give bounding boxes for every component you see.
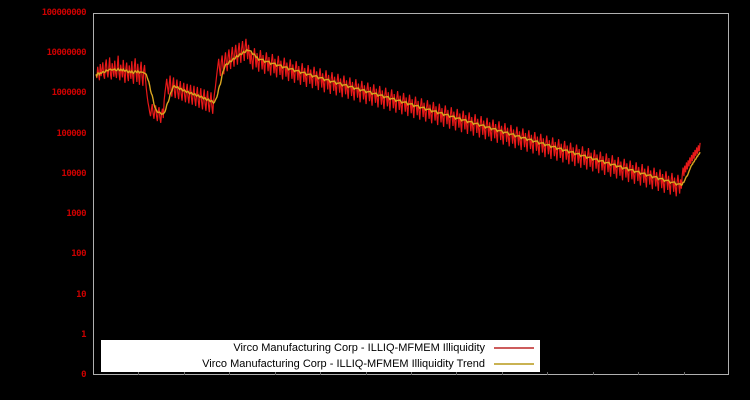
plot-area [93,13,729,375]
x-axis-tick [592,372,594,375]
series-line-illiquidity-trend [95,48,701,187]
y-tick-label: 10 [76,289,86,300]
y-tick-label: 100000000 [41,8,87,18]
x-axis-tick [183,372,185,375]
x-axis-tick [274,372,276,375]
x-axis-tick [411,372,412,375]
y-tick-label: 10000000 [46,48,87,59]
y-tick-label: 100 [71,249,86,260]
y-tick-label: 10000 [61,168,86,179]
y-tick-label: 100000 [56,128,86,139]
legend-swatch-illiquidity [494,347,534,349]
x-axis-tick [229,372,231,375]
legend-label-illiquidity: Virco Manufacturing Corp - ILLIQ-MFMEM I… [233,342,485,354]
x-axis-tick [547,372,549,375]
series-line-illiquidity [95,38,701,197]
legend-label-illiquidity-trend: Virco Manufacturing Corp - ILLIQ-MFMEM I… [202,358,485,370]
y-axis: 100000000 10000000 1000000 100000 10000 1000 1… [0,0,93,400]
x-axis-tick [320,372,322,375]
legend-swatch-illiquidity-trend [494,363,534,365]
legend-entry-illiquidity: Virco Manufacturing Corp - ILLIQ-MFMEM I… [101,340,540,356]
x-axis-tick [683,372,685,375]
chart-legend: Virco Manufacturing Corp - ILLIQ-MFMEM I… [100,339,541,373]
x-axis-tick [638,372,640,375]
x-axis-tick [138,372,140,375]
x-axis-tick [456,372,458,375]
legend-entry-illiquidity-trend: Virco Manufacturing Corp - ILLIQ-MFMEM I… [101,356,540,372]
y-tick-label: 1 [81,329,86,340]
y-tick-label: 1000 [66,209,86,220]
y-tick-label: 1000000 [51,88,87,99]
x-axis-tick [365,372,367,375]
series-svg [95,38,701,197]
x-axis-tick [501,372,503,375]
y-tick-label: 0 [81,370,86,380]
